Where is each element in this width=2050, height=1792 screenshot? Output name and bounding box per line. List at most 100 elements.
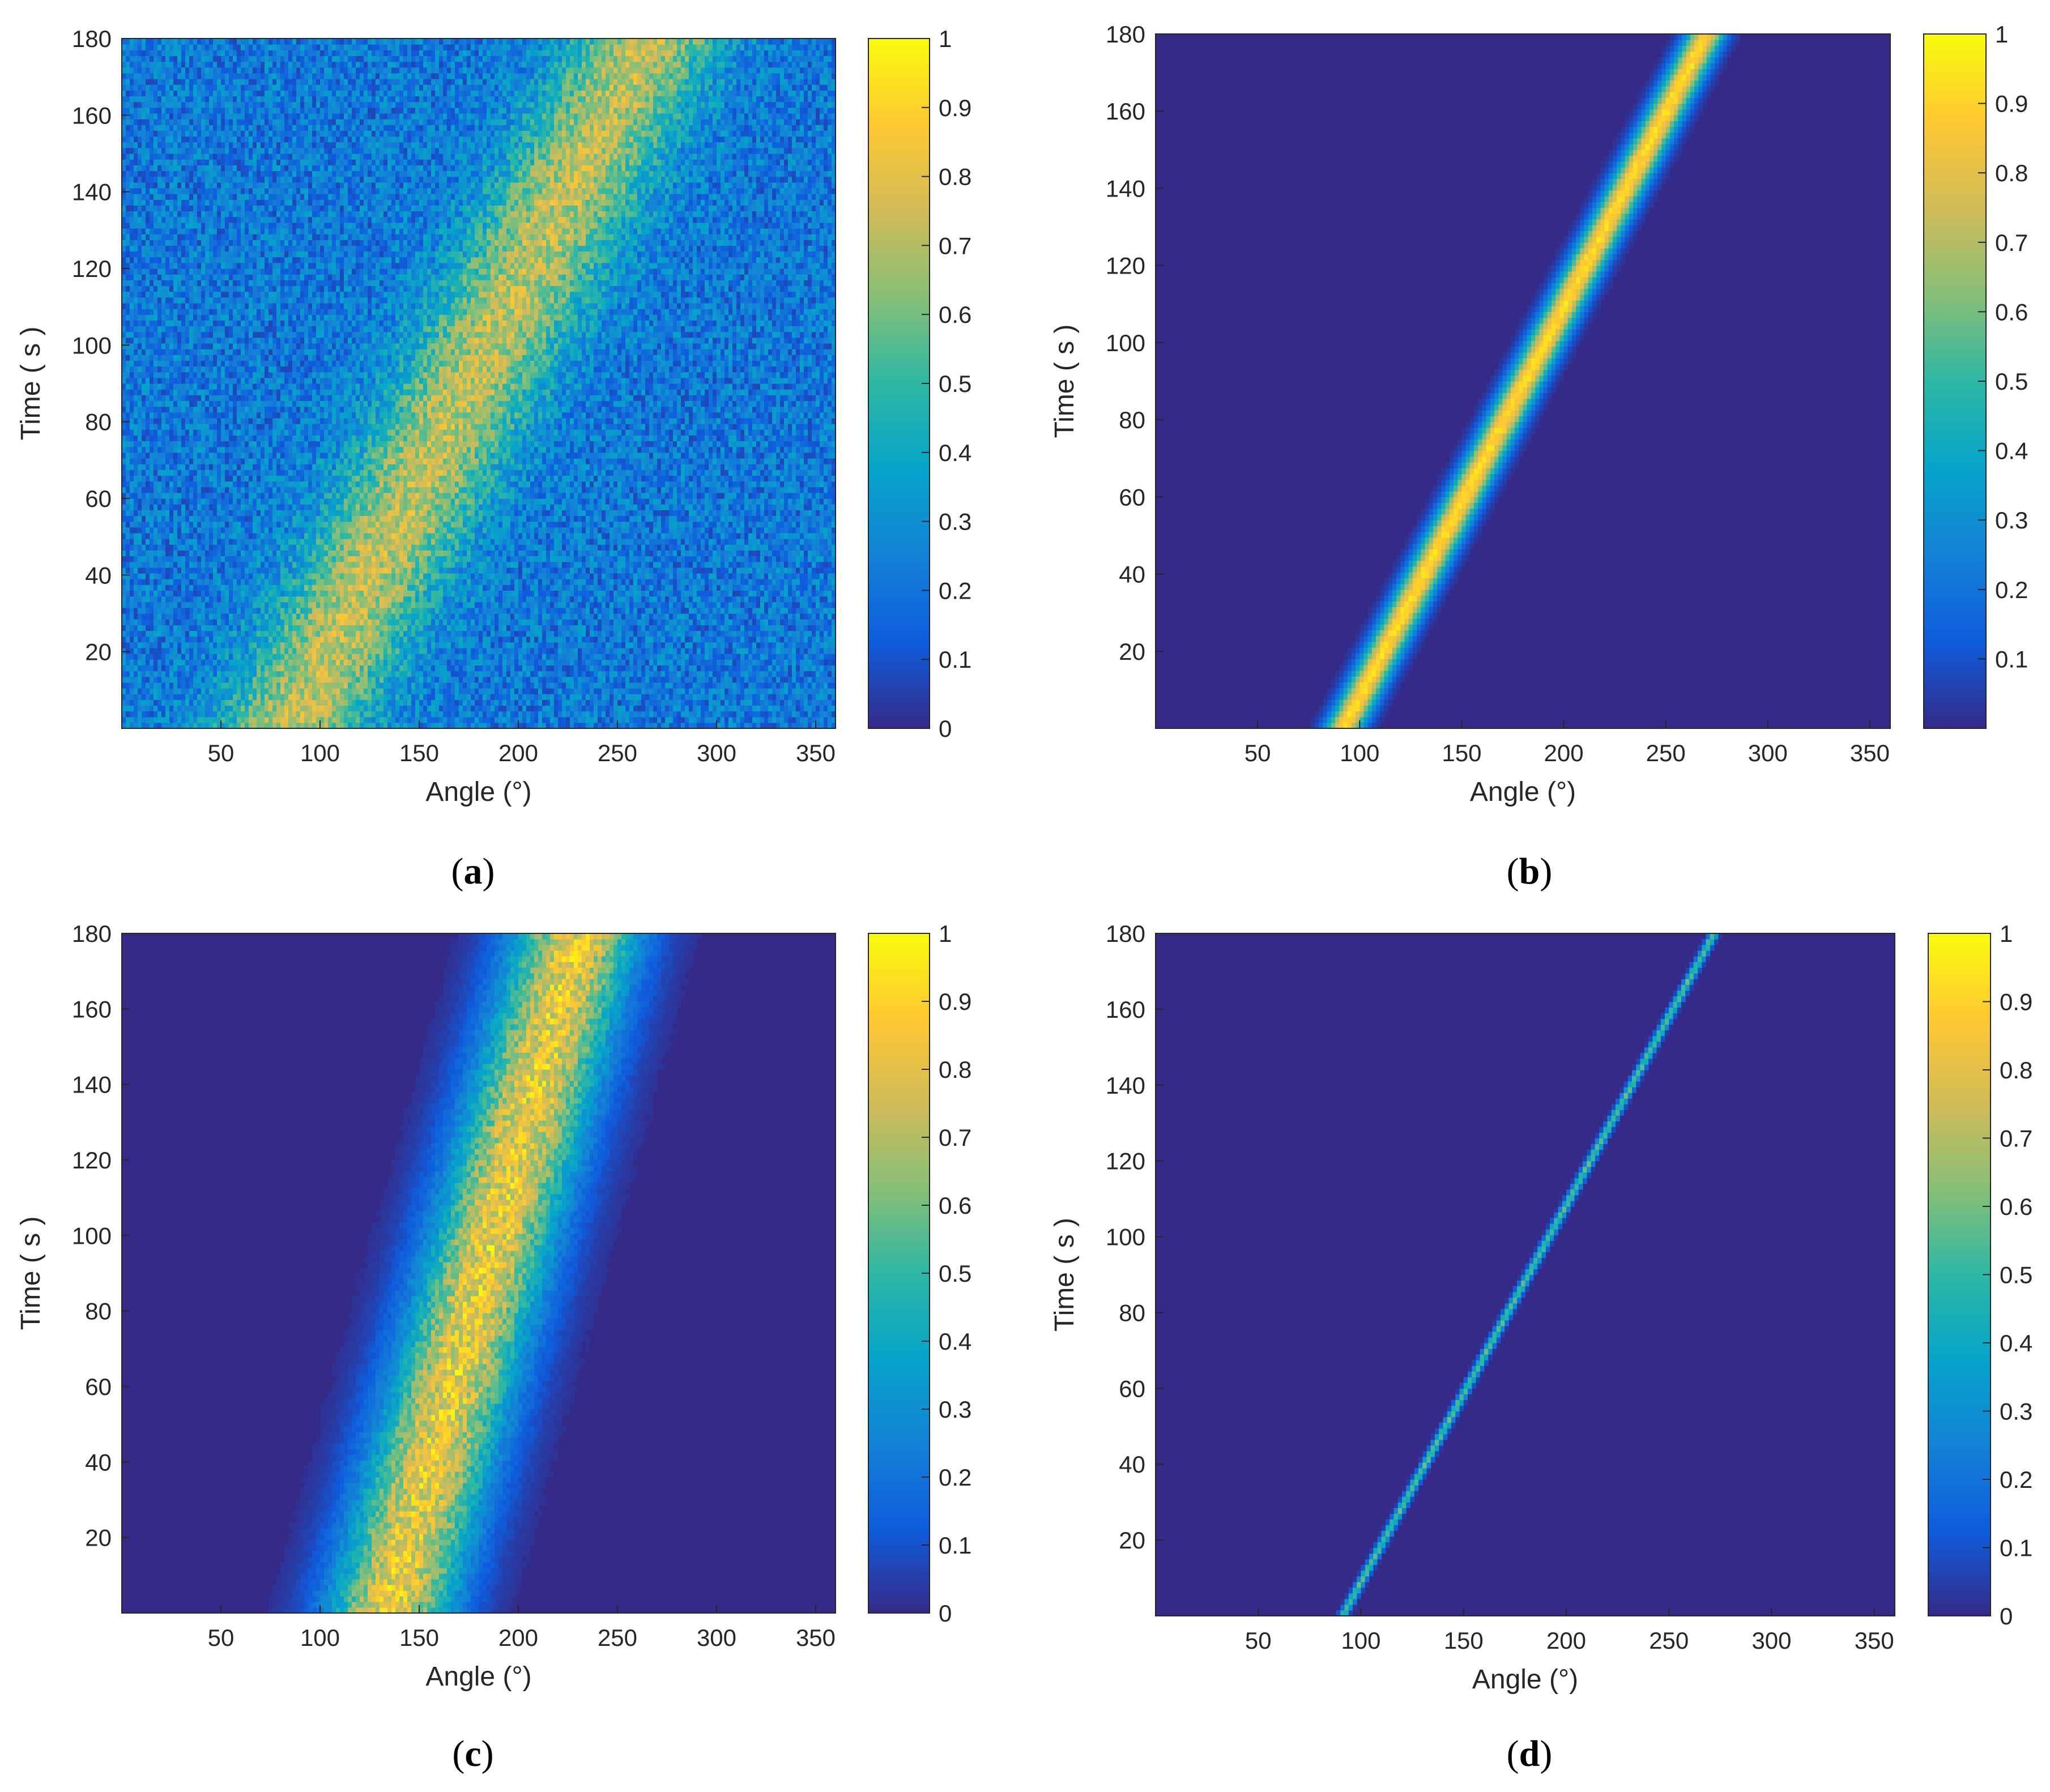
- heatmap-cell: [463, 637, 467, 643]
- heatmap-cell: [506, 682, 511, 689]
- heatmap-cell: [249, 659, 253, 665]
- heatmap-cell: [491, 659, 495, 665]
- heatmap-cell: [233, 665, 237, 671]
- heatmap-cell: [673, 671, 677, 677]
- heatmap-cell: [415, 688, 420, 694]
- heatmap-cell: [312, 648, 317, 654]
- heatmap-cell: [276, 642, 281, 648]
- heatmap-cell: [391, 625, 396, 631]
- heatmap-cell: [534, 637, 539, 643]
- heatmap-cell: [217, 705, 221, 711]
- heatmap-cell: [526, 637, 531, 643]
- heatmap-cell: [185, 619, 190, 625]
- heatmap-cell: [669, 642, 674, 648]
- heatmap-cell: [360, 625, 364, 631]
- heatmap-cell: [146, 613, 150, 620]
- heatmap-cell: [423, 659, 428, 665]
- heatmap-cell: [154, 613, 158, 620]
- heatmap-cell: [360, 723, 364, 729]
- heatmap-cell: [526, 671, 531, 677]
- heatmap-cell: [431, 637, 436, 643]
- heatmap-cell: [348, 613, 352, 620]
- heatmap-cell: [816, 625, 820, 631]
- heatmap-cell: [435, 705, 440, 711]
- heatmap-cell: [669, 648, 674, 654]
- heatmap-cell: [217, 637, 221, 643]
- heatmap-cell: [713, 711, 717, 718]
- heatmap-cell: [395, 694, 400, 700]
- heatmap-cell: [665, 705, 670, 711]
- heatmap-cell: [748, 711, 753, 718]
- heatmap-cell: [808, 717, 812, 723]
- heatmap-cell: [625, 717, 630, 723]
- heatmap-cell: [399, 637, 404, 643]
- heatmap-cell: [261, 625, 265, 631]
- heatmap-cell: [689, 711, 693, 718]
- heatmap-cell: [360, 659, 364, 665]
- heatmap-cell: [372, 654, 376, 660]
- heatmap-cell: [487, 630, 491, 637]
- heatmap-cell: [344, 717, 348, 723]
- heatmap-cell: [717, 717, 721, 723]
- heatmap-cell: [372, 619, 376, 625]
- heatmap-cell: [613, 654, 618, 660]
- heatmap-cell: [653, 688, 658, 694]
- heatmap-cell: [645, 682, 650, 689]
- heatmap-cell: [257, 665, 261, 671]
- heatmap-cell: [261, 677, 265, 683]
- heatmap-cell: [328, 625, 333, 631]
- heatmap-cell: [808, 648, 812, 654]
- heatmap-cell: [697, 688, 701, 694]
- heatmap-cell: [387, 694, 392, 700]
- heatmap-cell: [284, 659, 289, 665]
- heatmap-cell: [268, 630, 273, 637]
- heatmap-cell: [403, 648, 408, 654]
- heatmap-cell: [189, 659, 194, 665]
- heatmap-cell: [157, 723, 162, 729]
- heatmap-cell: [185, 682, 190, 689]
- heatmap-cell: [467, 665, 471, 671]
- heatmap-cell: [304, 723, 309, 729]
- heatmap-cell: [439, 694, 444, 700]
- heatmap-cell: [340, 671, 344, 677]
- heatmap-cell: [209, 705, 214, 711]
- heatmap-cell: [431, 694, 436, 700]
- heatmap-cell: [265, 711, 269, 718]
- heatmap-cell: [407, 717, 412, 723]
- heatmap-cell: [693, 694, 697, 700]
- heatmap-cell: [709, 717, 713, 723]
- heatmap-cell: [312, 699, 317, 706]
- heatmap-cell: [320, 699, 325, 706]
- heatmap-cell: [506, 630, 511, 637]
- heatmap-cell: [161, 613, 166, 620]
- heatmap-cell: [661, 677, 666, 683]
- heatmap-cell: [268, 625, 273, 631]
- heatmap-cell: [693, 642, 697, 648]
- heatmap-cell: [225, 659, 229, 665]
- heatmap-cell: [820, 694, 824, 700]
- heatmap-cell: [602, 723, 606, 729]
- heatmap-cell: [713, 677, 717, 683]
- heatmap-cell: [522, 654, 527, 660]
- heatmap-cell: [748, 699, 753, 706]
- heatmap-cell: [824, 630, 828, 637]
- heatmap-cell: [768, 711, 773, 718]
- heatmap-cell: [498, 694, 503, 700]
- heatmap-cell: [816, 699, 820, 706]
- heatmap-cell: [217, 665, 221, 671]
- heatmap-cell: [570, 654, 574, 660]
- heatmap-cell: [752, 625, 757, 631]
- heatmap-cell: [177, 723, 182, 729]
- heatmap-cell: [538, 659, 543, 665]
- heatmap-cell: [169, 613, 174, 620]
- heatmap-cell: [332, 648, 336, 654]
- heatmap-cell: [391, 717, 396, 723]
- heatmap-cell: [451, 671, 455, 677]
- heatmap-cell: [268, 659, 273, 665]
- heatmap-cell: [653, 699, 658, 706]
- heatmap-cell: [570, 625, 574, 631]
- heatmap-cell: [360, 711, 364, 718]
- heatmap-cell: [189, 694, 194, 700]
- heatmap-cell: [391, 705, 396, 711]
- heatmap-cell: [288, 688, 293, 694]
